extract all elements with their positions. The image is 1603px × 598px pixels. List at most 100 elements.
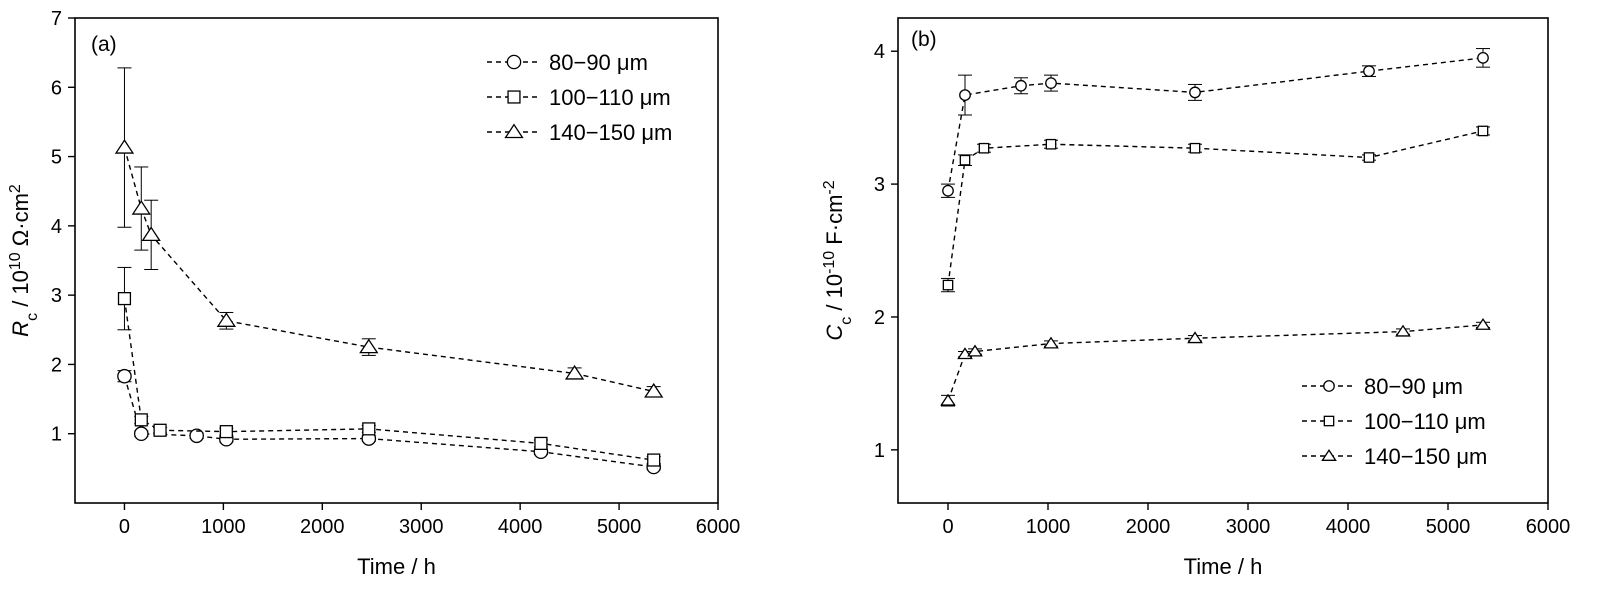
data-point-circle (133, 426, 149, 442)
legend-marker-triangle (1321, 449, 1337, 461)
data-point-circle (189, 428, 204, 444)
data-point-circle (1363, 65, 1375, 78)
data-point-square (647, 453, 661, 467)
x-tick-label: 6000 (696, 516, 741, 538)
data-point-triangle (359, 338, 379, 354)
x-tick-label: 5000 (1426, 516, 1471, 538)
legend-label: 80−90 μm (1364, 374, 1463, 399)
series-circle (117, 368, 661, 475)
data-point-square (942, 279, 954, 291)
data-point-triangle (967, 344, 983, 357)
data-point-triangle (141, 226, 161, 242)
x-tick-label: 1000 (201, 516, 246, 538)
panel-label: (a) (91, 33, 117, 56)
y-tick-label: 2 (874, 307, 885, 329)
y-tick-label: 7 (51, 8, 62, 30)
data-point-square (978, 142, 990, 154)
data-point-triangle (1187, 331, 1203, 344)
data-point-square (117, 292, 132, 306)
data-point-square (534, 436, 548, 451)
y-tick-label: 1 (874, 440, 885, 462)
y-tick-label: 4 (874, 41, 885, 63)
x-tick-label: 3000 (1226, 516, 1271, 538)
y-axis-label-unit-exponent: 2 (7, 184, 24, 193)
series-triangle (940, 317, 1491, 407)
y-axis-label-unit-exponent: -2 (821, 180, 838, 194)
legend-marker-circle (1323, 380, 1335, 392)
data-point-triangle (216, 312, 237, 327)
x-tick-label: 4000 (498, 516, 543, 538)
data-point-square (134, 413, 148, 427)
data-point-circle (1015, 79, 1027, 92)
series-circle (941, 48, 1490, 198)
legend-label: 140−150 μm (1364, 444, 1487, 469)
plot-frame (74, 17, 719, 504)
y-tick-label: 3 (874, 174, 885, 196)
x-tick-label: 6000 (1526, 516, 1571, 538)
plot-frame (897, 17, 1549, 504)
y-axis-label-text: / 10 (8, 270, 33, 313)
y-axis-label-exponent: -10 (821, 251, 838, 274)
panel-b-chart: 0 1000 2000 3000 4000 5000 6000 1 2 3 4 Time / h Cc … (821, 17, 1571, 579)
data-point-triangle (940, 393, 956, 406)
data-point-triangle (1475, 317, 1491, 330)
y-axis-label: Cc / 10-10 F·cm-2 (821, 180, 855, 340)
data-point-triangle (131, 200, 151, 215)
series-line (123, 376, 654, 468)
y-axis-label-subscript: c (838, 317, 855, 325)
y-tick-label: 4 (51, 216, 62, 238)
legend-label: 100−110 μm (549, 85, 671, 110)
x-tick-label: 1000 (1026, 516, 1071, 538)
x-tick-label: 2000 (300, 516, 345, 538)
panel-label: (b) (911, 28, 937, 51)
y-tick-label: 5 (51, 147, 62, 169)
legend-label: 80−90 μm (549, 50, 648, 75)
legend-marker-circle (506, 54, 522, 70)
y-axis-label-exponent: 10 (7, 252, 24, 270)
data-point-circle (1477, 51, 1489, 64)
y-axis-label-symbol: C (822, 325, 847, 341)
x-tick-label: 3000 (399, 516, 444, 538)
series-line (123, 147, 654, 393)
x-tick-label: 5000 (597, 516, 642, 538)
legend-marker-square (1323, 415, 1335, 427)
data-point-circle (942, 184, 954, 197)
y-tick-label: 1 (51, 424, 62, 446)
legend-label: 100−110 μm (1364, 409, 1486, 434)
y-axis-label-text: / 10 (822, 274, 847, 317)
panel-a-chart: 0 1000 2000 3000 4000 5000 6000 1 2 3 4 5 6 7 Time / h… (7, 8, 741, 579)
series-line (947, 130, 1484, 286)
data-point-triangle (114, 139, 135, 154)
data-point-circle (117, 368, 132, 384)
series-square (117, 266, 661, 467)
data-point-square (1477, 125, 1489, 137)
y-axis-label-symbol: R (8, 321, 33, 337)
data-point-square (959, 154, 971, 166)
data-point-square (219, 425, 233, 439)
y-tick-label: 3 (51, 285, 62, 307)
data-point-triangle (1395, 324, 1411, 337)
data-point-square (1189, 142, 1201, 154)
data-point-triangle (564, 364, 585, 380)
x-tick-label: 2000 (1126, 516, 1171, 538)
series-square (941, 125, 1490, 293)
x-tick-label: 4000 (1326, 516, 1371, 538)
x-tick-label: 0 (942, 516, 953, 538)
y-axis-label-unit: F·cm (822, 195, 847, 251)
y-axis-label: Rc / 1010 Ω·cm2 (7, 184, 41, 337)
y-tick-label: 6 (51, 77, 62, 99)
data-point-triangle (1043, 336, 1059, 349)
y-axis-label-unit: Ω·cm (8, 193, 33, 252)
legend-marker-square (507, 90, 521, 104)
data-point-square (1363, 152, 1375, 163)
legend-label: 140−150 μm (549, 120, 672, 145)
x-axis-label: Time / h (357, 554, 436, 579)
x-axis-label: Time / h (1184, 554, 1263, 579)
y-axis-label-subscript: c (24, 313, 41, 321)
data-point-square (153, 423, 167, 437)
data-point-circle (1189, 86, 1201, 99)
y-tick-label: 2 (51, 354, 62, 376)
x-tick-label: 0 (119, 516, 130, 538)
legend-marker-triangle (504, 123, 524, 139)
